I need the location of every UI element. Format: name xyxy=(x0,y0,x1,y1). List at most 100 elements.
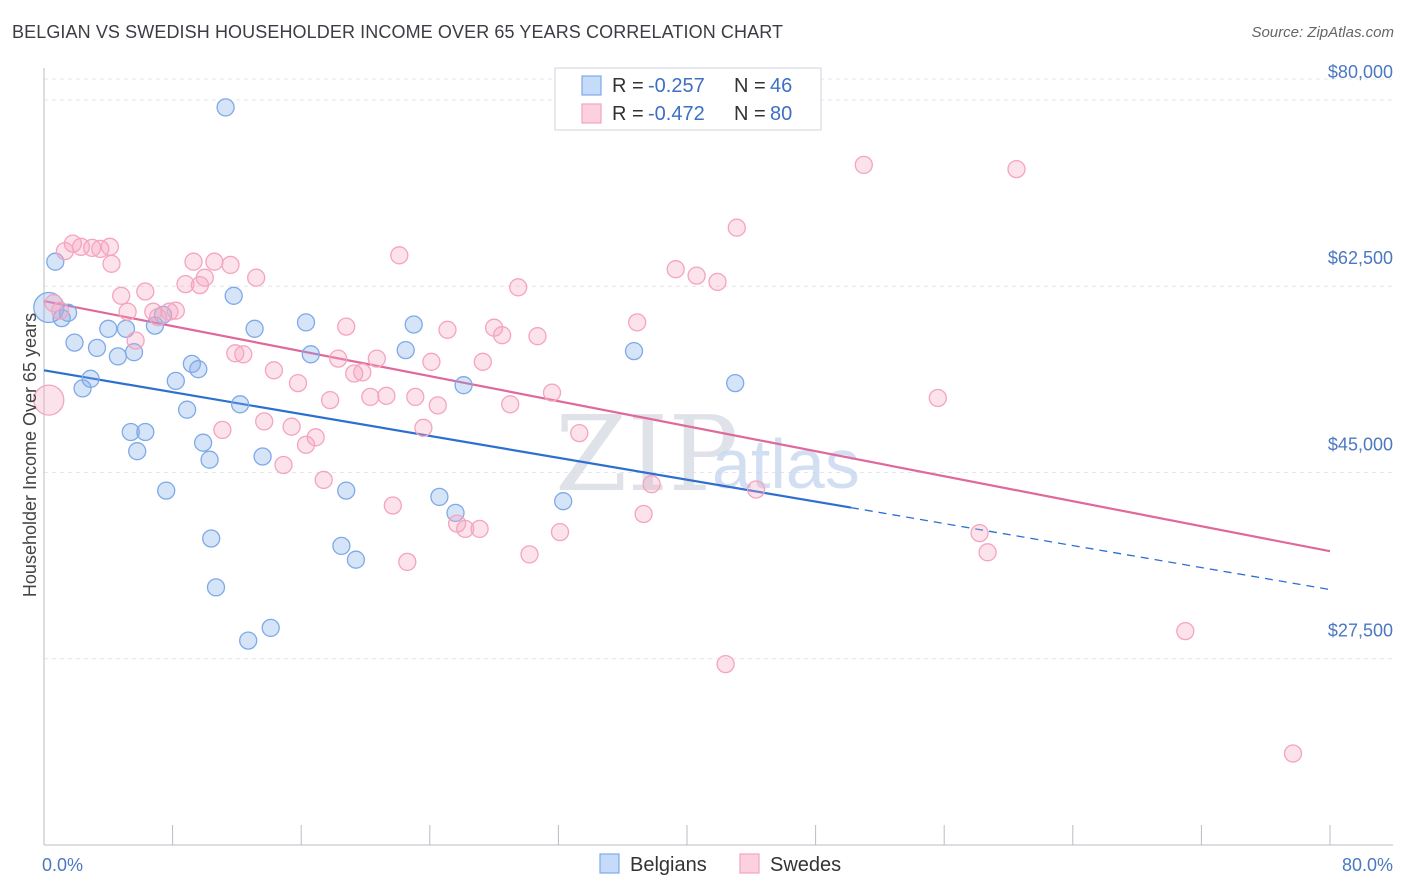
swedes-point xyxy=(100,237,120,256)
swedes-point xyxy=(213,420,232,440)
swedes-point xyxy=(166,301,185,320)
swedes-point xyxy=(628,313,647,332)
swedes-point xyxy=(422,352,441,371)
watermark-zip: ZIP xyxy=(555,393,738,515)
swedes-point xyxy=(367,349,386,368)
swedes-point xyxy=(126,331,145,350)
swedes-point xyxy=(634,504,653,524)
belgians-point xyxy=(121,422,140,442)
belgians-point xyxy=(454,376,473,395)
swedes-point xyxy=(282,417,301,436)
belgians-point xyxy=(404,315,423,334)
swedes-point xyxy=(314,470,333,490)
swedes-point xyxy=(746,480,766,499)
swedes-point xyxy=(234,345,253,364)
swedes-point xyxy=(288,373,308,393)
swedes-point xyxy=(1283,744,1303,763)
top-legend: R = -0.257 N = 46 R = -0.472 N = 80 xyxy=(554,67,822,131)
x-tick-label-1: 80.0% xyxy=(1342,855,1393,875)
swedes-point xyxy=(102,254,121,273)
swedes-point xyxy=(383,496,402,515)
bottom-legend-swatch-belgians xyxy=(599,853,620,874)
swedes-point xyxy=(928,388,947,408)
swedes-point xyxy=(247,268,266,287)
belgians-point xyxy=(337,481,356,500)
belgians-point xyxy=(206,578,226,597)
legend-n-label-1: N = xyxy=(734,75,766,97)
belgians-point xyxy=(624,341,644,361)
belgians-point xyxy=(396,340,415,360)
swedes-point xyxy=(195,268,214,287)
legend-swatch-swedes xyxy=(581,103,602,124)
legend-swatch-belgians xyxy=(581,75,602,96)
belgians-point xyxy=(261,618,280,638)
y-tick-label-2: $45,000 xyxy=(1328,434,1393,454)
swedes-point xyxy=(118,302,137,321)
belgians-point xyxy=(99,319,118,338)
belgians-point xyxy=(189,360,208,379)
belgians-point xyxy=(239,631,258,650)
swedes-point xyxy=(274,455,293,475)
belgians-point xyxy=(108,347,128,366)
bottom-legend-swatch-swedes xyxy=(739,853,760,874)
data-points xyxy=(33,98,1303,763)
swedes-point xyxy=(970,523,989,543)
belgians-point xyxy=(136,422,155,442)
belgians-point xyxy=(216,98,235,117)
swedes-point xyxy=(542,383,562,402)
legend-n-value-2: 80 xyxy=(770,103,792,125)
swedes-point xyxy=(176,274,195,294)
swedes-point xyxy=(492,326,512,345)
swedes-point xyxy=(520,545,539,564)
swedes-point xyxy=(727,218,746,237)
chart-title: BELGIAN VS SWEDISH HOUSEHOLDER INCOME OV… xyxy=(12,22,784,42)
source-label: Source: ZipAtlas.com xyxy=(1251,24,1394,41)
swedes-point xyxy=(687,266,706,285)
swedes-point xyxy=(337,317,356,336)
belgians-point xyxy=(200,450,219,469)
swedes-point xyxy=(1176,621,1195,641)
belgians-point xyxy=(87,338,107,358)
swedes-trend-line xyxy=(43,300,1331,553)
swedes-point xyxy=(978,543,997,562)
legend-r-label-1: R = xyxy=(612,75,644,97)
swedes-point xyxy=(456,519,475,539)
y-tick-labels: $80,000 $62,500 $45,000 $27,500 xyxy=(1328,62,1393,641)
swedes-point xyxy=(50,301,70,320)
swedes-point xyxy=(428,396,447,415)
swedes-point xyxy=(854,155,873,175)
swedes-point xyxy=(136,282,155,301)
swedes-point xyxy=(406,387,425,407)
belgians-point xyxy=(301,345,320,364)
swedes-point xyxy=(361,387,380,407)
swedes-point xyxy=(205,252,224,271)
swedes-point xyxy=(296,435,316,454)
belgians-point xyxy=(193,433,213,452)
swedes-point xyxy=(148,307,168,327)
swedes-point xyxy=(33,384,65,416)
swedes-point xyxy=(160,302,179,321)
y-axis-label: Householder Income Over 65 years xyxy=(20,313,40,597)
belgians-point xyxy=(166,371,185,391)
x-tick-label-0: 0.0% xyxy=(42,855,83,875)
legend-n-label-2: N = xyxy=(734,103,766,125)
legend-r-label-2: R = xyxy=(612,103,644,125)
y-tick-label-1: $62,500 xyxy=(1328,248,1393,268)
belgians-point xyxy=(554,492,573,511)
swedes-point xyxy=(716,654,735,674)
swedes-point xyxy=(570,423,589,443)
gridlines xyxy=(44,78,1393,660)
swedes-point xyxy=(353,363,372,382)
legend-n-value-1: 46 xyxy=(770,75,792,97)
swedes-point xyxy=(255,412,274,431)
bottom-legend: Belgians Swedes xyxy=(599,853,841,876)
belgians-point xyxy=(202,529,221,548)
swedes-point xyxy=(377,386,396,405)
swedes-point xyxy=(184,252,203,271)
swedes-point xyxy=(470,519,489,539)
belgians-point xyxy=(346,550,366,569)
swedes-point xyxy=(666,260,685,279)
belgians-point xyxy=(128,442,147,461)
belgians-point xyxy=(253,447,272,466)
